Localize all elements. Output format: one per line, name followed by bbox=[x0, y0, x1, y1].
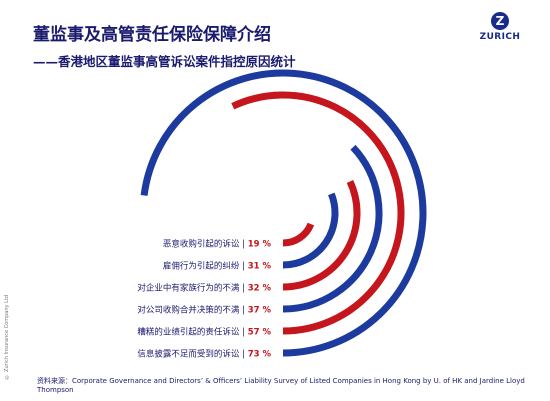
category-label-6: 信息披露不足而受到的诉讼 bbox=[137, 349, 240, 360]
source-note: 资料来源：Corporate Governance and Directors’… bbox=[37, 377, 525, 394]
chart-label-1: 恶意收购引起的诉讼 | 19 % bbox=[163, 239, 272, 250]
zurich-logo-text: ZURICH bbox=[479, 32, 521, 42]
label-separator-6: | bbox=[239, 350, 247, 360]
chart-arc-5 bbox=[231, 91, 405, 335]
page-subtitle: ——香港地区董监事高管诉讼案件指控原因统计 bbox=[33, 54, 296, 69]
category-label-2: 雇佣行为引起的纠纷 bbox=[163, 261, 240, 272]
chart-arc-1 bbox=[282, 222, 315, 247]
chart-label-3: 对企业中有家族行为的不满 | 32 % bbox=[137, 283, 271, 294]
label-separator-2: | bbox=[239, 262, 247, 272]
value-label-4: 37 % bbox=[248, 306, 272, 316]
label-separator-1: | bbox=[239, 240, 247, 250]
chart-label-2: 雇佣行为引起的纠纷 | 31 % bbox=[163, 261, 272, 272]
chart-arc-2 bbox=[282, 192, 339, 269]
chart-arc-6 bbox=[140, 69, 427, 357]
category-label-1: 恶意收购引起的诉讼 bbox=[163, 239, 240, 250]
label-separator-5: | bbox=[239, 328, 247, 338]
category-label-3: 对企业中有家族行为的不满 bbox=[137, 283, 240, 294]
value-label-1: 19 % bbox=[248, 240, 272, 250]
page-title: 董监事及高管责任保险保障介绍 bbox=[33, 25, 271, 45]
label-separator-4: | bbox=[239, 306, 247, 316]
chart-label-5: 糟糕的业绩引起的责任诉讼 | 57 % bbox=[137, 327, 271, 338]
value-label-2: 31 % bbox=[248, 262, 272, 272]
value-label-6: 73 % bbox=[248, 350, 272, 360]
category-label-5: 糟糕的业绩引起的责任诉讼 bbox=[137, 327, 240, 338]
value-label-3: 32 % bbox=[248, 284, 272, 294]
value-label-5: 57 % bbox=[248, 328, 272, 338]
zurich-logo-icon: Z bbox=[491, 12, 509, 30]
chart-arc-4 bbox=[282, 144, 383, 313]
chart-arc-3 bbox=[282, 180, 361, 291]
label-separator-3: | bbox=[239, 284, 247, 294]
chart-label-4: 对公司收购合并决策的不满 | 37 % bbox=[137, 305, 271, 316]
chart-label-6: 信息披露不足而受到的诉讼 | 73 % bbox=[137, 349, 271, 360]
zurich-logo: Z ZURICH bbox=[464, 12, 536, 42]
category-label-4: 对公司收购合并决策的不满 bbox=[137, 305, 240, 316]
